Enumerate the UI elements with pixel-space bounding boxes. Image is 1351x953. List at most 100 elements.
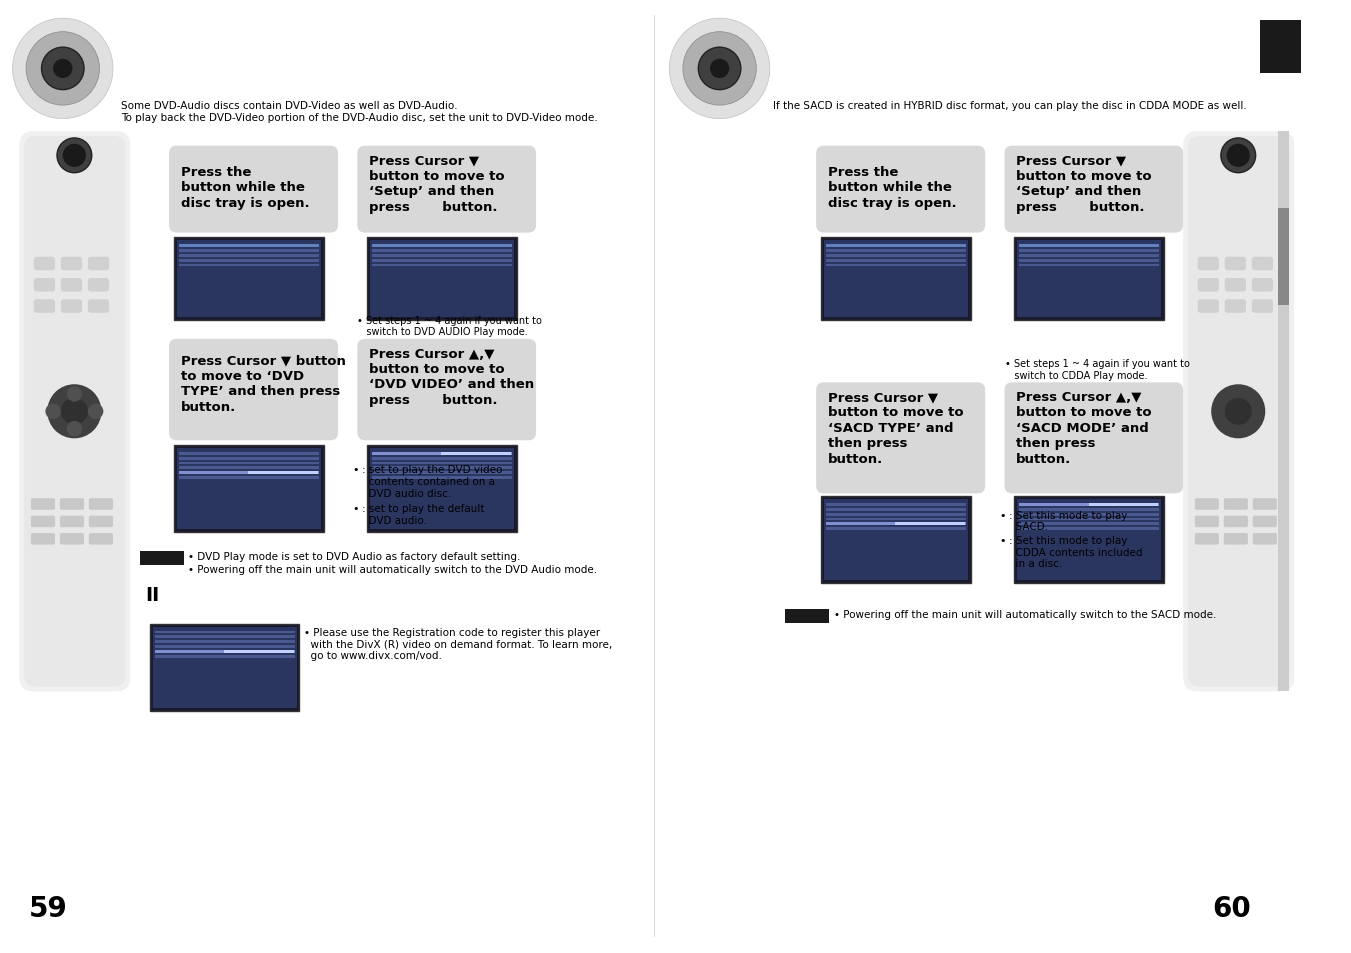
FancyBboxPatch shape [1198,278,1219,293]
Circle shape [682,32,757,106]
Bar [1019,523,1159,526]
Text: • DVD Play mode is set to DVD Audio as factory default setting.: • DVD Play mode is set to DVD Audio as f… [188,552,520,561]
Bar [372,254,512,257]
Bar [178,453,319,456]
Text: button.: button. [828,453,884,465]
FancyBboxPatch shape [89,498,113,510]
Bar [825,518,966,521]
FancyBboxPatch shape [816,147,985,233]
Bar [177,241,320,317]
FancyBboxPatch shape [89,517,113,528]
Text: SACD.: SACD. [1009,522,1048,532]
Circle shape [46,404,61,419]
Bar [154,645,295,648]
Bar [1019,264,1159,267]
Bar [372,453,512,456]
Bar [825,259,966,262]
Bar [1015,238,1163,320]
Bar [442,453,511,456]
Bar [825,250,966,253]
Bar [825,245,966,248]
FancyBboxPatch shape [24,137,126,687]
FancyBboxPatch shape [61,300,82,314]
Bar [825,254,966,257]
FancyBboxPatch shape [1224,517,1248,528]
Bar [178,467,319,470]
Text: Some DVD-Audio discs contain DVD-Video as well as DVD-Audio.
To play back the DV: Some DVD-Audio discs contain DVD-Video a… [120,101,597,123]
Text: switch to CDDA Play mode.: switch to CDDA Play mode. [1005,371,1147,380]
Bar [1015,497,1163,583]
Bar [154,650,295,653]
FancyBboxPatch shape [1198,300,1219,314]
Text: button.: button. [181,400,236,414]
Text: go to www.divx.com/vod.: go to www.divx.com/vod. [304,650,442,660]
Text: If the SACD is created in HYBRID disc format, you can play the disc in CDDA MODE: If the SACD is created in HYBRID disc fo… [773,101,1247,112]
Bar [178,259,319,262]
Bar [178,476,319,479]
Text: button.: button. [1016,453,1071,465]
Bar [174,446,324,533]
Text: button to move to: button to move to [369,170,504,183]
Text: disc tray is open.: disc tray is open. [181,196,309,210]
Text: : set to play the DVD video: : set to play the DVD video [362,465,503,475]
Text: : Set this mode to play: : Set this mode to play [1009,536,1128,545]
Bar [825,528,966,531]
Text: TYPE’ and then press: TYPE’ and then press [181,385,340,397]
FancyBboxPatch shape [34,278,55,293]
Text: button to move to: button to move to [828,406,963,419]
Text: to move to ‘DVD: to move to ‘DVD [181,370,304,382]
Bar [367,446,516,533]
Text: Press Cursor ▼: Press Cursor ▼ [369,154,480,167]
Text: • Please use the Registration code to register this player: • Please use the Registration code to re… [304,627,600,637]
FancyBboxPatch shape [1005,147,1183,233]
Text: •: • [1000,510,1006,520]
Bar [370,241,513,317]
Text: 59: 59 [28,894,68,923]
Bar [224,650,293,653]
Text: ‘SACD TYPE’ and: ‘SACD TYPE’ and [828,421,954,435]
Circle shape [1212,385,1266,439]
Bar [1260,21,1301,74]
Text: with the DivX (R) video on demand format. To learn more,: with the DivX (R) video on demand format… [304,639,612,649]
FancyBboxPatch shape [88,278,109,293]
Bar [150,624,300,711]
Circle shape [88,404,103,419]
Text: •: • [353,503,359,514]
Text: ‘Setup’ and then: ‘Setup’ and then [369,185,494,198]
Circle shape [66,387,82,402]
Bar [154,655,295,658]
Bar [154,640,295,643]
Bar [367,238,516,320]
Bar [372,259,512,262]
Bar [154,636,295,639]
Bar [825,513,966,517]
Bar [825,503,966,506]
Circle shape [57,139,92,173]
Bar [178,472,319,475]
Bar [1278,210,1289,306]
FancyBboxPatch shape [89,534,113,545]
FancyBboxPatch shape [169,339,338,441]
FancyBboxPatch shape [59,534,84,545]
Bar [372,476,512,479]
Bar [178,254,319,257]
Bar [178,264,319,267]
Circle shape [42,48,84,91]
Bar [372,467,512,470]
FancyBboxPatch shape [1252,300,1273,314]
Text: Press Cursor ▼: Press Cursor ▼ [1016,154,1127,167]
Text: II: II [145,585,159,604]
Text: ‘DVD VIDEO’ and then: ‘DVD VIDEO’ and then [369,378,534,391]
Text: Press Cursor ▼: Press Cursor ▼ [828,391,938,404]
FancyBboxPatch shape [1252,517,1277,528]
FancyBboxPatch shape [1198,257,1219,271]
Text: ‘Setup’ and then: ‘Setup’ and then [1016,185,1142,198]
Circle shape [47,385,101,439]
Text: Press the: Press the [181,166,251,179]
Text: button while the: button while the [828,181,951,194]
Text: Press Cursor ▲,▼: Press Cursor ▲,▼ [369,347,494,360]
FancyBboxPatch shape [1252,534,1277,545]
Bar [372,250,512,253]
Text: DVD audio.: DVD audio. [362,515,427,525]
Text: •: • [353,465,359,475]
